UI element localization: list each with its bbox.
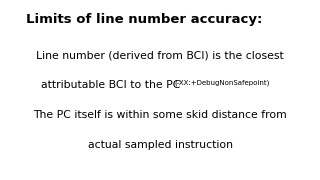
Text: actual sampled instruction: actual sampled instruction	[87, 140, 233, 150]
Text: The PC itself is within some skid distance from: The PC itself is within some skid distan…	[33, 110, 287, 120]
Text: (-XX:+DebugNonSafepoint): (-XX:+DebugNonSafepoint)	[175, 80, 270, 86]
Text: Limits of line number accuracy:: Limits of line number accuracy:	[26, 13, 262, 26]
Text: attributable BCI to the PC: attributable BCI to the PC	[41, 80, 180, 90]
Text: Line number (derived from BCI) is the closest: Line number (derived from BCI) is the cl…	[36, 50, 284, 60]
